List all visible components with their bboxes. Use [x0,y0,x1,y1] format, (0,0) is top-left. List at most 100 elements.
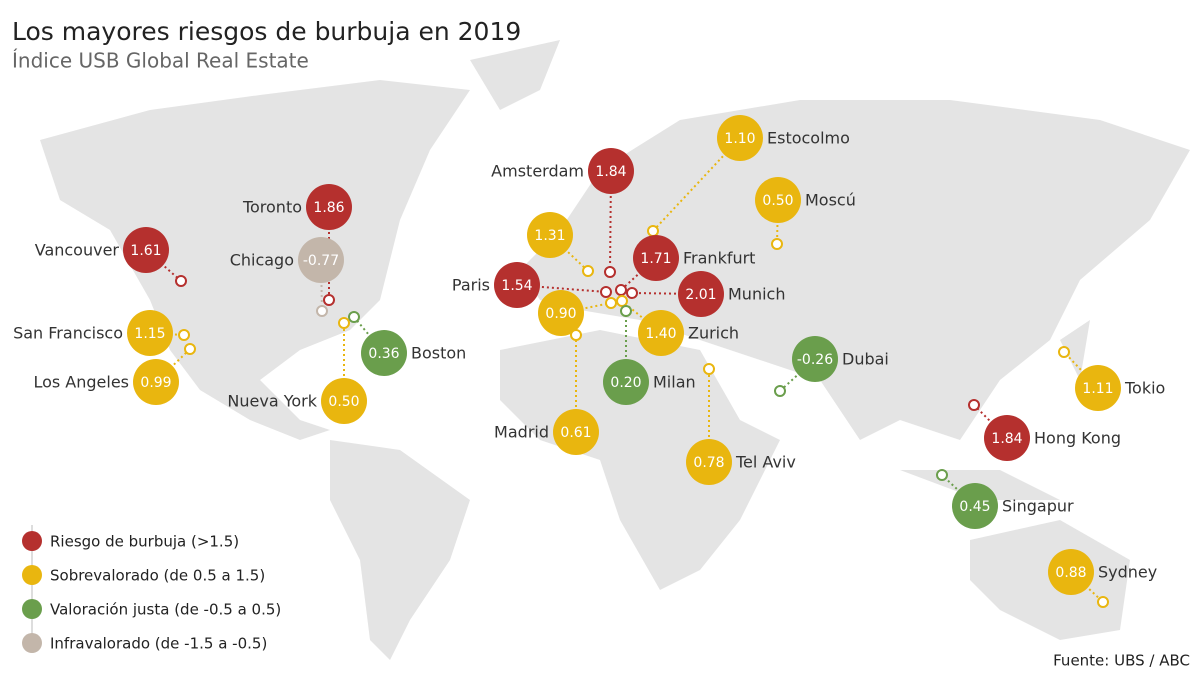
city-bubble [361,330,407,376]
city-value: 0.78 [693,455,724,471]
city-name: Chicago [230,251,294,270]
city-bubble [588,148,634,194]
source: Fuente: UBS / ABC [1053,652,1190,670]
city-name: Sydney [1098,563,1157,582]
city-name: Paris [452,276,490,295]
city-name: Estocolmo [767,129,850,148]
city-value: 1.86 [313,200,344,216]
city-value: 0.20 [610,375,641,391]
title: Los mayores riesgos de burbuja en 2019 [12,17,521,46]
city-value: 1.11 [1082,381,1113,397]
city-bubble [1075,365,1121,411]
city-dot [615,284,627,296]
legend-label: Valoración justa (de -0.5 a 0.5) [50,601,281,619]
city-bubble [553,409,599,455]
city-bubble [123,227,169,273]
city-value: 0.61 [560,425,591,441]
city-value: 1.10 [724,131,755,147]
city-name: Tokio [1124,379,1165,398]
city-value: -0.26 [797,352,833,368]
city-value: 0.88 [1055,565,1086,581]
city-dot [582,265,594,277]
city-name: Toronto [242,198,302,217]
city-value: 0.50 [328,394,359,410]
city-bubble [717,115,763,161]
city-name: Milan [653,373,696,392]
city-name: Hong Kong [1034,429,1121,448]
city-value: 1.54 [501,278,532,294]
city-dot [774,385,786,397]
city-value: 0.99 [140,375,171,391]
city-value: 1.71 [640,251,671,267]
city-value: -0.77 [303,253,339,269]
leader-line [549,234,589,272]
city-value: 1.15 [134,326,165,342]
city-bubble [792,336,838,382]
city-value: 1.84 [991,431,1022,447]
legend-swatch [22,633,42,653]
city-dot [605,297,617,309]
city-bubble [1048,549,1094,595]
legend-label: Sobrevalorado (de 0.5 a 1.5) [50,567,265,585]
city-dot [178,329,190,341]
city-bubble [321,378,367,424]
city-dot [604,266,616,278]
leader-line [1063,351,1099,389]
city-bubble [638,310,684,356]
city-dot [316,305,328,317]
city-dot [626,287,638,299]
legend-swatch [22,599,42,619]
city-name: Munich [728,285,785,304]
city-dot [968,399,980,411]
city-value: 0.45 [959,499,990,515]
city-name: Dubai [842,350,889,369]
city-value: 1.61 [130,243,161,259]
city-bubble [306,184,352,230]
city-dot [570,329,582,341]
city-dot [1058,346,1070,358]
city-value: 0.50 [762,193,793,209]
city-bubble [527,212,573,258]
city-name: Los Angeles [33,373,129,392]
city-name: Singapur [1002,497,1074,516]
leader-line [320,259,323,312]
city-name: Madrid [494,423,549,442]
city-dot [600,286,612,298]
city-bubble [984,415,1030,461]
city-value: 0.90 [545,306,576,322]
city-dot [184,343,196,355]
legend-swatch [22,531,42,551]
legend-label: Riesgo de burbuja (>1.5) [50,533,239,551]
city-dot [616,295,628,307]
city-value: 0.36 [368,346,399,362]
city-dot [323,294,335,306]
city-bubble [678,271,724,317]
city-dot [338,317,350,329]
legend-swatch [22,565,42,585]
subtitle: Índice USB Global Real Estate [12,49,309,73]
city-name: Vancouver [35,241,120,260]
city-value: 1.40 [645,326,676,342]
city-value: 2.01 [685,287,716,303]
city-dot [175,275,187,287]
city-name: San Francisco [13,324,123,343]
city-dot [703,363,715,375]
city-dot [1097,596,1109,608]
city-bubble [952,483,998,529]
city-dot [771,238,783,250]
city-name: Moscú [805,191,856,210]
city-bubble [755,177,801,223]
city-name: Zurich [688,324,739,343]
city-dot [348,311,360,323]
city-dot [620,305,632,317]
city-bubble [538,290,584,336]
city-name: Amsterdam [491,162,584,181]
city-bubble [686,439,732,485]
leader-line [621,300,662,334]
city-value: 1.31 [534,228,565,244]
city-bubble [633,235,679,281]
city-bubble [133,359,179,405]
city-dot [936,469,948,481]
city-bubble [298,237,344,283]
